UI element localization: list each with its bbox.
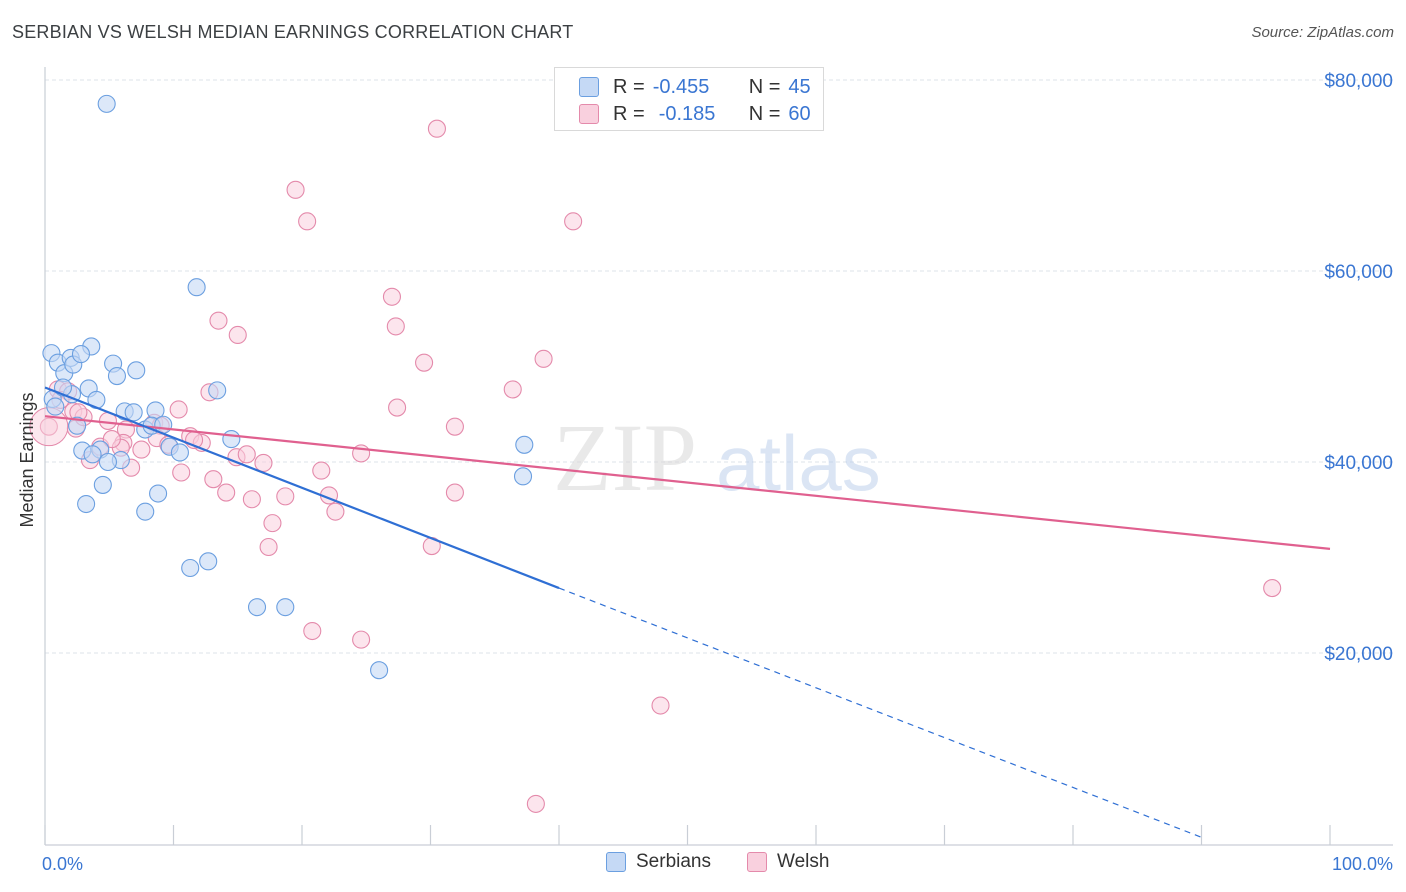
serbians-trend-extension: [558, 587, 1202, 838]
serbians-point-27: [83, 445, 102, 464]
welsh-r-value: -0.185: [658, 102, 716, 125]
welsh-point-40: [445, 483, 464, 502]
welsh-point-39: [217, 483, 236, 502]
watermark-atlas: atlas: [716, 419, 881, 507]
grid-lines: [45, 79, 1393, 654]
serbians-point-30: [98, 452, 118, 472]
serbians-point-38: [181, 558, 200, 578]
welsh-point-44: [326, 502, 345, 521]
legend-item-serbians[interactable]: Serbians: [606, 851, 711, 873]
serbians-point-34: [149, 484, 168, 503]
welsh-point-3: [564, 212, 583, 231]
serbians-point-1: [187, 278, 206, 297]
legend-row-welsh: R = -0.185 N = 60: [579, 100, 811, 128]
serbians-point-40: [276, 598, 295, 617]
legend-row-serbians: R = -0.455 N = 45: [579, 73, 811, 101]
welsh-point-52: [526, 794, 545, 813]
serbians-point-33: [93, 475, 112, 494]
welsh-point-37: [172, 463, 191, 482]
welsh-point-6: [228, 325, 247, 345]
welsh-point-17: [445, 417, 464, 436]
serbians-point-37: [199, 552, 218, 571]
welsh-r-label: R =: [613, 102, 645, 125]
chart-source: Source: ZipAtlas.com: [1251, 24, 1394, 41]
y-tick-label-1: $40,000: [1324, 453, 1393, 474]
serbians-point-16: [208, 381, 227, 400]
welsh-trend-line: [44, 415, 1331, 550]
serbians-point-36: [136, 502, 155, 521]
welsh-point-32: [237, 445, 256, 464]
welsh-point-38: [204, 470, 223, 489]
y-tick-labels: $20,000 $40,000 $60,000 $80,000: [1324, 71, 1393, 665]
chart-title: SERBIAN VS WELSH MEDIAN EARNINGS CORRELA…: [12, 22, 574, 42]
serbians-point-10: [127, 361, 146, 380]
welsh-point-2: [298, 212, 317, 231]
x-tick-label-min: 0.0%: [42, 854, 83, 874]
welsh-n-label: N =: [748, 102, 781, 125]
welsh-point-49: [303, 621, 322, 641]
welsh-point-7: [386, 317, 405, 336]
serbians-point-11: [107, 366, 127, 386]
welsh-point-10: [503, 380, 522, 399]
welsh-point-56: [102, 430, 121, 449]
serbians-n-label: N =: [748, 75, 781, 98]
welsh-point-5: [209, 311, 228, 330]
serbians-point-35: [77, 494, 96, 514]
serbians-point-8: [71, 345, 91, 364]
serbians-point-32: [513, 467, 533, 486]
welsh-point-12: [388, 398, 407, 417]
trend-lines: [44, 386, 1331, 838]
welsh-n-value: 60: [788, 102, 811, 125]
serbians-point-42: [46, 397, 65, 416]
y-tick-label-3: $80,000: [1324, 71, 1393, 92]
welsh-point-1: [286, 180, 305, 199]
serbians-r-value: -0.455: [652, 75, 710, 98]
serbians-trend-line: [44, 386, 560, 590]
y-tick-label-2: $60,000: [1324, 262, 1393, 283]
welsh-swatch: [579, 104, 599, 124]
serbians-legend-label: Serbians: [636, 851, 711, 872]
welsh-legend-swatch: [747, 852, 767, 872]
welsh-points: [29, 119, 1282, 813]
serbians-point-39: [247, 598, 267, 617]
serbians-legend-swatch: [606, 852, 626, 872]
serbians-r-label: R =: [613, 75, 645, 98]
welsh-point-51: [651, 696, 670, 715]
serbians-point-20: [68, 416, 87, 435]
welsh-point-42: [276, 487, 295, 506]
serbians-n-value: 45: [788, 75, 811, 98]
axes: [44, 67, 1393, 846]
welsh-point-13: [169, 400, 188, 419]
serbians-swatch: [579, 77, 599, 97]
watermark: ZIP atlas: [553, 404, 881, 511]
y-axis-title: Median Earnings: [17, 392, 37, 527]
watermark-zip: ZIP: [553, 404, 697, 511]
welsh-point-36: [312, 461, 331, 480]
x-tick-label-max: 100.0%: [1332, 854, 1393, 874]
welsh-point-50: [352, 630, 371, 649]
serbians-points: [42, 94, 534, 680]
welsh-point-33: [254, 453, 273, 473]
series-legend: Serbians Welsh: [0, 851, 1406, 879]
welsh-legend-label: Welsh: [777, 851, 830, 872]
serbians-point-29: [170, 443, 189, 462]
serbians-point-41: [370, 661, 389, 680]
serbians-point-18: [124, 403, 143, 422]
serbians-point-23: [222, 430, 241, 449]
welsh-point-48: [1263, 579, 1282, 598]
legend-item-welsh[interactable]: Welsh: [747, 851, 829, 873]
welsh-point-46: [259, 537, 278, 557]
correlation-legend: R = -0.455 N = 45 R = -0.185 N = 60: [554, 67, 824, 131]
welsh-point-29: [132, 440, 151, 459]
welsh-point-8: [534, 349, 553, 368]
y-tick-label-0: $20,000: [1324, 644, 1393, 665]
welsh-point-45: [263, 514, 282, 533]
serbians-point-31: [515, 435, 534, 454]
welsh-point-4: [382, 287, 402, 306]
serbians-point-0: [97, 94, 116, 113]
welsh-point-0: [427, 119, 446, 138]
welsh-point-9: [415, 353, 434, 372]
welsh-point-41: [242, 490, 261, 509]
